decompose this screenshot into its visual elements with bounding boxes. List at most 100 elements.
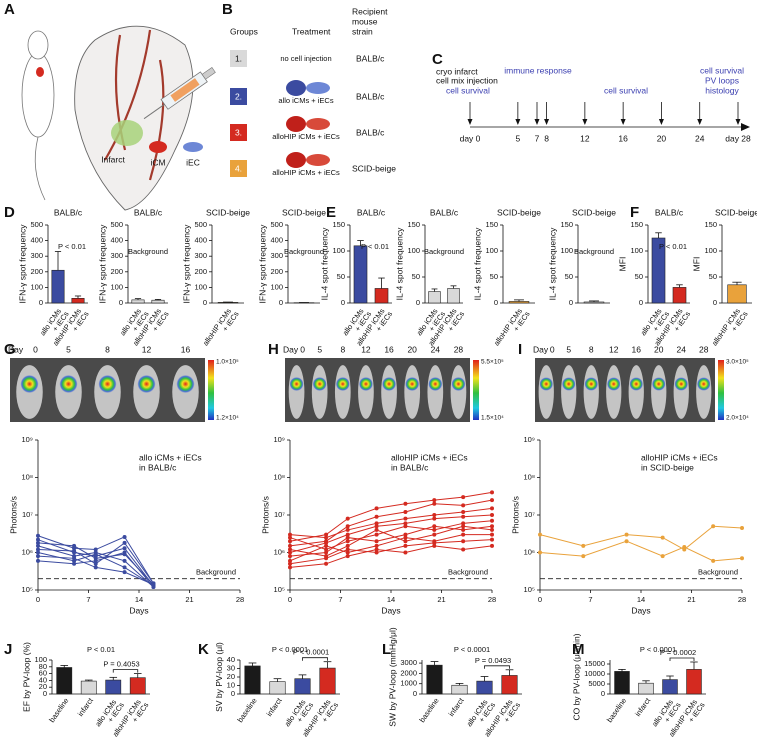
annotation: in BALB/c (391, 462, 429, 472)
day-arrowhead (544, 119, 550, 125)
data-point (93, 558, 98, 563)
treatment: no cell injection (280, 54, 331, 63)
day-label: 5 (515, 133, 520, 143)
bar (727, 284, 747, 304)
image-day: 0 (550, 344, 555, 354)
annotation: Background (284, 247, 324, 256)
x-tick-label: 14 (637, 595, 645, 604)
mouse-image (450, 365, 467, 419)
x-tick-label: alloHIP iCMs + iECs (710, 305, 750, 352)
data-point (432, 516, 437, 521)
p-value: P < 0.01 (87, 645, 115, 654)
data-point (324, 532, 329, 537)
signal-spot (674, 377, 688, 391)
data-point (345, 543, 350, 548)
signal-spot (405, 377, 420, 391)
data-point (288, 539, 292, 544)
icm-cell (286, 152, 306, 168)
syringe (143, 67, 216, 120)
y-tick-label: 10⁸ (523, 472, 535, 481)
annotation: Background (574, 247, 614, 256)
y-axis-label: IFN-γ spot frequency (182, 224, 192, 304)
image-day: 16 (632, 344, 642, 354)
strain-header: strain (352, 26, 373, 36)
image-day: 20 (407, 344, 417, 354)
panel-label: K (198, 641, 209, 658)
y-tick-label: 0 (119, 298, 123, 307)
y-tick-label: 10⁹ (21, 435, 33, 444)
y-tick-label: 100 (270, 282, 283, 291)
y-tick-label: 50 (635, 272, 643, 281)
treatment: allo iCMs + iECs (278, 96, 333, 105)
data-point (490, 532, 494, 537)
y-tick-label: 200 (270, 267, 283, 276)
mouse-body (21, 52, 55, 138)
data-point (345, 539, 350, 544)
mouse-image (381, 365, 397, 419)
comparison-bracket (302, 657, 328, 661)
chart-subtitle: SCID-beige (282, 207, 326, 217)
series-line (289, 507, 493, 539)
chart-subtitle: BALB/c (54, 207, 83, 217)
y-tick-label: 20 (39, 682, 47, 691)
signal-spot (98, 375, 117, 393)
data-point (403, 501, 408, 506)
data-point (288, 558, 292, 563)
signal-spot (59, 375, 78, 393)
data-point (324, 547, 329, 552)
image-day: 5 (566, 344, 571, 354)
signal-spot (312, 377, 327, 391)
data-point (461, 539, 466, 544)
data-point (461, 527, 466, 532)
data-point (490, 527, 494, 532)
data-point (374, 539, 379, 544)
event-label: PV loops (705, 75, 739, 85)
data-point (461, 547, 466, 552)
bar (501, 675, 518, 695)
data-point (72, 548, 77, 553)
signal-spot (652, 377, 666, 391)
data-point (324, 556, 329, 561)
y-axis-label: IFN-γ spot frequency (258, 224, 268, 304)
data-point (324, 561, 329, 566)
signal-spot (562, 377, 576, 391)
x-axis-label: Days (381, 605, 400, 615)
bar (129, 677, 146, 695)
data-point (374, 527, 379, 532)
data-point (461, 495, 466, 500)
day-label: 20 (657, 133, 667, 143)
background-label: Background (196, 568, 236, 577)
y-tick-label: 150 (560, 220, 573, 229)
color-scale-min: 1.5×10⁴ (481, 415, 504, 422)
y-tick-label: 150 (407, 220, 420, 229)
data-point (403, 539, 408, 544)
y-tick-label: 200 (194, 267, 207, 276)
group-number: 1. (235, 53, 242, 63)
icm-cell (149, 141, 167, 153)
infarct-label: Infarct (101, 154, 125, 164)
data-point (288, 535, 292, 540)
data-point (93, 561, 98, 566)
data-point (682, 545, 687, 550)
color-scale-max: 3.0×10⁵ (726, 359, 749, 366)
y-tick-label: 15000 (584, 659, 605, 668)
data-point (624, 532, 629, 537)
y-axis-label: Photons/s (261, 496, 271, 534)
x-tick-label: baseline (605, 696, 628, 724)
image-day: 12 (361, 344, 371, 354)
group-box (230, 124, 247, 141)
y-tick-label: 100 (407, 246, 420, 255)
y-axis-label: SV by PV-loop (μl) (214, 642, 224, 712)
signal-spot (335, 377, 350, 391)
y-tick-label: 100 (485, 246, 498, 255)
y-tick-label: 20 (227, 672, 235, 681)
x-tick-label: 28 (236, 595, 244, 604)
image-day: 8 (105, 344, 110, 354)
signal-spot (428, 377, 443, 391)
panel-label: G (4, 341, 16, 358)
y-tick-label: 10⁷ (524, 510, 535, 519)
y-axis-label: IFN-γ spot frequency (18, 224, 28, 304)
event-label: cell survival (604, 85, 648, 95)
mouse-head (27, 30, 49, 60)
p-value: P < 0.0001 (454, 645, 490, 654)
